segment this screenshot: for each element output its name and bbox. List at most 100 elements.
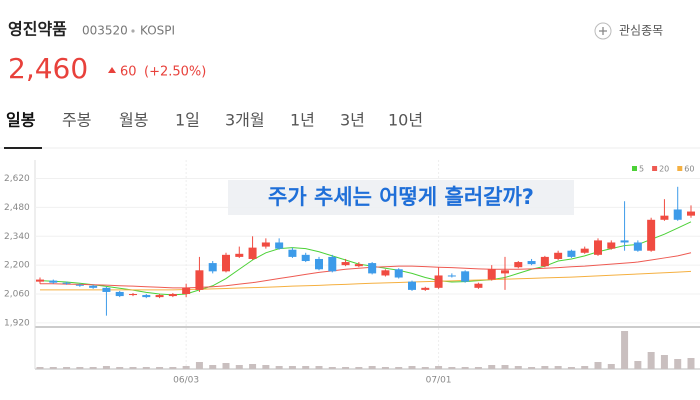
volume-bar <box>209 365 217 369</box>
candle-body <box>115 291 124 297</box>
candle-body <box>315 258 323 270</box>
candle-body <box>301 254 310 262</box>
volume-bar <box>474 367 482 369</box>
candle-body <box>36 279 44 282</box>
candle-body <box>62 282 71 284</box>
candle-body <box>288 249 297 257</box>
candle-body <box>155 295 164 298</box>
candle-body <box>434 275 443 288</box>
candle-body <box>368 263 377 274</box>
volume-bar <box>76 367 84 369</box>
volume-bar <box>581 366 589 369</box>
candle-body <box>89 285 98 288</box>
y-tick-label: 2,480 <box>4 203 30 213</box>
volume-bar <box>647 352 655 369</box>
candle-body <box>248 247 257 259</box>
candle-body <box>168 294 177 297</box>
volume-bar <box>89 367 97 369</box>
candle-body <box>447 275 456 277</box>
candle-body <box>527 261 536 265</box>
volume-bar <box>342 367 350 369</box>
period-tabs: 일봉 주봉 월봉 1일 3개월 1년 3년 10년 <box>6 111 423 130</box>
volume-bar <box>528 367 536 369</box>
period-tab[interactable]: 월봉 <box>119 111 148 130</box>
period-tab[interactable]: 1일 <box>175 111 200 130</box>
volume-bar <box>621 331 629 369</box>
plus-circle <box>594 22 612 40</box>
volume-bar <box>368 366 376 369</box>
candle-body <box>461 271 470 282</box>
plot: 1,920 2,060 2,200 2,340 2,480 2,620 06/03 07/01… <box>4 160 700 386</box>
candle-body <box>487 269 496 280</box>
candle-body <box>354 264 363 267</box>
volume-bar <box>448 367 456 369</box>
candle-body <box>394 269 403 278</box>
period-tab[interactable]: 10년 <box>388 111 423 130</box>
volume-bar <box>607 364 615 369</box>
volume-bar <box>328 367 336 369</box>
volume-bar <box>275 366 283 369</box>
volume-bar <box>674 359 682 369</box>
candle-body <box>75 284 84 286</box>
y-tick-label: 2,620 <box>4 174 30 184</box>
period-tab[interactable]: 일봉 <box>6 111 36 130</box>
legend-label: 60 <box>684 165 694 174</box>
volume-bar <box>102 366 110 369</box>
candle-body <box>607 242 616 249</box>
candle-body <box>341 262 350 266</box>
volume-bar <box>169 367 177 369</box>
candle-body <box>474 283 483 288</box>
period-tab[interactable]: 3년 <box>340 111 365 130</box>
candle-body <box>129 294 137 296</box>
volume-bar <box>381 367 389 369</box>
volume-bar <box>156 367 164 369</box>
candle-body <box>235 253 244 257</box>
candle-body <box>275 242 284 249</box>
price-change-pct: (+2.50%) <box>144 65 206 80</box>
candle-body <box>182 287 191 295</box>
volume-bar <box>634 361 642 369</box>
volume-bar <box>435 366 443 369</box>
period-tab[interactable]: 1년 <box>290 111 315 130</box>
volume-bar <box>142 367 150 369</box>
candle-body <box>501 270 509 274</box>
ma-line <box>40 270 692 291</box>
candle-body <box>208 263 217 272</box>
candle-body <box>580 248 589 253</box>
candle-body <box>222 254 230 272</box>
y-tick-label: 2,340 <box>4 232 30 242</box>
volume-bar <box>355 367 363 369</box>
volume-bar <box>554 366 562 369</box>
watch-label: 관심종목 <box>619 24 663 38</box>
candle-body <box>408 281 416 290</box>
volume-bar <box>514 366 522 369</box>
legend-swatch <box>677 166 683 171</box>
watch-button[interactable]: 관심종목 <box>594 22 663 40</box>
legend-label: 20 <box>659 165 669 174</box>
volume-bar <box>541 366 549 369</box>
candle-body <box>633 242 642 251</box>
volume-bar <box>222 363 230 369</box>
candle-body <box>594 240 602 255</box>
volume-bar <box>49 367 57 369</box>
volume-bar <box>235 365 243 369</box>
annotation: 주가 추세는 어떻게 흘러갈까? <box>268 185 534 209</box>
candle-body <box>554 252 563 259</box>
volume-bar <box>302 366 310 369</box>
period-tab[interactable]: 주봉 <box>62 111 91 130</box>
volume-bar <box>129 367 137 369</box>
period-tab[interactable]: 3개월 <box>225 111 265 130</box>
y-tick-label: 2,200 <box>4 261 30 271</box>
volume-bar <box>249 364 257 369</box>
candle-body <box>381 270 390 276</box>
candle-body <box>514 262 523 268</box>
candle-body <box>102 287 111 292</box>
volume-bar <box>421 367 429 369</box>
y-tick-label: 2,060 <box>4 290 30 300</box>
candle-body <box>673 209 682 220</box>
volume-bar <box>182 366 190 369</box>
volume-bar <box>395 367 403 369</box>
stock-name: 영진약품 <box>8 20 67 39</box>
volume-bar <box>660 355 668 369</box>
